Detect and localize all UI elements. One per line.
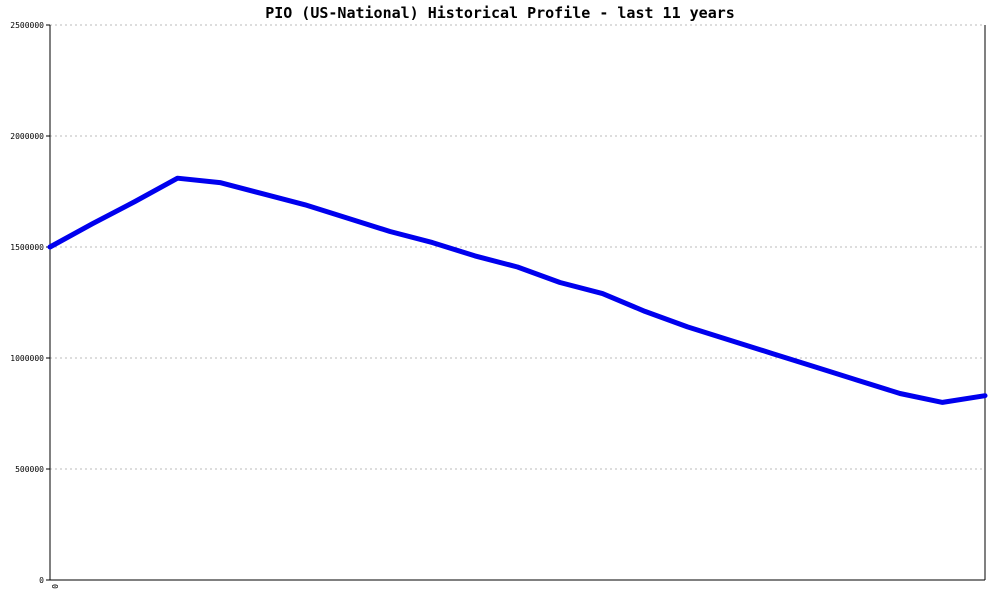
series-line <box>47 175 988 405</box>
y-tick-label: 1000000 <box>10 354 44 363</box>
y-tick-label: 2000000 <box>10 132 44 141</box>
y-tick-label: 0 <box>39 576 44 585</box>
series-group <box>47 175 988 405</box>
grid-lines <box>50 24 985 470</box>
y-tick-label: 500000 <box>15 465 44 474</box>
axes <box>49 25 986 581</box>
y-tick-label: 1500000 <box>10 243 44 252</box>
x-tick-label: 0 <box>50 584 59 589</box>
x-tick-labels: 0 <box>50 584 59 589</box>
y-tick-label: 2500000 <box>10 21 44 30</box>
chart-title: PIO (US-National) Historical Profile - l… <box>265 4 735 22</box>
y-tick-labels: 0 500000 1000000 1500000 2000000 2500000 <box>10 21 50 585</box>
